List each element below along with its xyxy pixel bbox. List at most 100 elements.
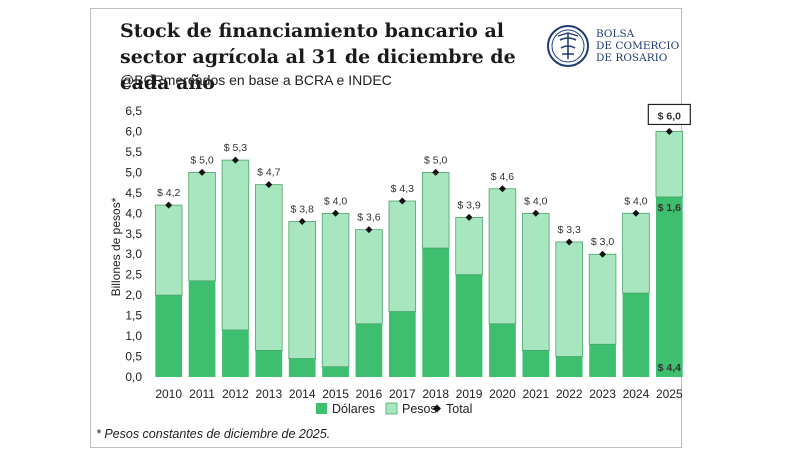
bar-dolares bbox=[455, 274, 483, 377]
total-marker bbox=[231, 156, 239, 164]
total-label: $ 4,0 bbox=[524, 195, 548, 207]
x-tick-label: 2023 bbox=[589, 387, 616, 401]
total-marker bbox=[498, 185, 506, 193]
total-marker bbox=[298, 217, 306, 225]
total-marker bbox=[465, 213, 473, 221]
footnote: * Pesos constantes de diciembre de 2025. bbox=[96, 427, 331, 441]
y-tick-label: 6,0 bbox=[125, 124, 142, 138]
y-tick-label: 1,5 bbox=[125, 309, 142, 323]
x-tick-label: 2015 bbox=[322, 387, 349, 401]
y-tick-label: 3,0 bbox=[125, 247, 142, 261]
total-label: $ 5,0 bbox=[424, 154, 448, 166]
total-marker bbox=[398, 197, 406, 205]
x-tick-label: 2018 bbox=[422, 387, 449, 401]
chart-title: Stock de financiamiento bancario al sect… bbox=[120, 20, 516, 94]
x-tick-label: 2024 bbox=[623, 387, 650, 401]
x-tick-label: 2020 bbox=[489, 387, 516, 401]
total-label: $ 5,0 bbox=[190, 154, 214, 166]
bar-dolares bbox=[655, 196, 683, 377]
y-tick-label: 4,5 bbox=[125, 186, 142, 200]
bar-pesos bbox=[588, 253, 617, 345]
total-marker bbox=[632, 209, 640, 217]
bar-dolares bbox=[388, 311, 416, 377]
y-axis-label: Billones de pesos* bbox=[109, 197, 123, 296]
x-tick-label: 2012 bbox=[222, 387, 249, 401]
bar-dolares bbox=[622, 293, 650, 377]
chart-subtitle: @BCRmercados en base a BCRA e INDEC bbox=[120, 72, 392, 88]
y-tick-label: 0,0 bbox=[125, 370, 142, 384]
x-tick-label: 2022 bbox=[556, 387, 583, 401]
total-marker bbox=[532, 209, 540, 217]
total-marker bbox=[565, 238, 573, 246]
x-tick-label: 2016 bbox=[356, 387, 383, 401]
x-tick-label: 2011 bbox=[189, 387, 215, 401]
bar-dolares bbox=[222, 329, 249, 377]
x-tick-label: 2010 bbox=[155, 387, 182, 401]
bar-pesos bbox=[221, 159, 250, 331]
y-tick-label: 0,5 bbox=[125, 350, 142, 364]
bar-pesos bbox=[288, 221, 316, 359]
bar-dolares bbox=[255, 350, 283, 377]
bar-pesos bbox=[188, 171, 216, 282]
bar-pesos bbox=[455, 216, 483, 276]
bar-pesos bbox=[555, 241, 583, 357]
y-tick-label: 1,0 bbox=[125, 329, 142, 343]
total-label: $ 6,0 bbox=[658, 110, 682, 122]
dolares-2025-label: $ 4,4 bbox=[658, 362, 682, 374]
bar-pesos bbox=[522, 212, 550, 351]
total-marker bbox=[332, 209, 340, 217]
y-tick-label: 4,0 bbox=[125, 206, 142, 220]
bar-pesos bbox=[421, 171, 450, 249]
bar-dolares bbox=[355, 323, 383, 377]
y-tick-label: 5,0 bbox=[125, 165, 142, 179]
y-tick-label: 2,5 bbox=[125, 268, 142, 282]
legend-label-total: Total bbox=[446, 402, 472, 416]
total-label: $ 4,0 bbox=[624, 195, 648, 207]
y-tick-label: 6,5 bbox=[125, 104, 142, 118]
y-tick-label: 5,5 bbox=[125, 145, 142, 159]
legend-label-pesos: Pesos bbox=[402, 402, 437, 416]
bar-pesos bbox=[255, 184, 283, 351]
x-axis: 2010 2011 2012 2013 2014 2015 2016 2017 2018 2019… bbox=[155, 387, 683, 401]
legend-marker-total bbox=[433, 404, 441, 413]
bar-dolares bbox=[155, 295, 183, 377]
bar-dolares bbox=[188, 280, 216, 377]
x-tick-label: 2013 bbox=[255, 387, 282, 401]
bar-dolares bbox=[555, 356, 583, 377]
bar-dolares bbox=[288, 358, 316, 377]
total-marker bbox=[665, 127, 673, 135]
total-label: $ 3,9 bbox=[457, 199, 481, 211]
total-label: $ 4,7 bbox=[257, 167, 281, 179]
total-label: $ 4,2 bbox=[157, 187, 181, 199]
total-label: $ 3,3 bbox=[558, 224, 582, 236]
total-marker bbox=[265, 181, 273, 189]
total-label-box bbox=[647, 103, 691, 126]
y-axis: 0,0 0,5 1,0 1,5 2,0 2,5 3,0 3,5 4,0 4,5 5,0 5,5 6,0 6… bbox=[125, 104, 142, 384]
bar-dolares bbox=[422, 248, 450, 377]
total-label: $ 5,3 bbox=[224, 142, 248, 154]
total-marker bbox=[432, 168, 440, 176]
legend-swatch-pesos bbox=[385, 402, 398, 415]
bar-dolares bbox=[489, 323, 516, 377]
bars: $ 4,2 $ 5,0 $ 5,3 $ 4,7 $ 3,8 $ 4,0 $ 3,6 $ 4,3… bbox=[154, 103, 691, 377]
x-tick-label: 2021 bbox=[522, 387, 549, 401]
bar-pesos bbox=[622, 212, 650, 294]
total-label: $ 3,6 bbox=[357, 212, 381, 224]
x-tick-label: 2025 bbox=[656, 387, 683, 401]
bar-pesos bbox=[488, 188, 517, 325]
bar-dolares bbox=[589, 344, 616, 377]
bcr-seal-icon bbox=[547, 25, 589, 67]
bar-pesos bbox=[655, 131, 684, 198]
pesos-2025-label: $ 1,6 bbox=[658, 202, 682, 214]
bcr-logo: BOLSA DE COMERCIO DE ROSARIO bbox=[546, 24, 680, 68]
x-tick-label: 2014 bbox=[289, 387, 316, 401]
total-label: $ 3,0 bbox=[591, 236, 615, 248]
bar-pesos bbox=[321, 212, 350, 368]
legend-label-dolares: Dólares bbox=[332, 402, 375, 416]
total-label: $ 3,8 bbox=[291, 203, 315, 215]
total-label: $ 4,0 bbox=[324, 195, 348, 207]
total-marker bbox=[198, 168, 206, 176]
y-tick-label: 3,5 bbox=[125, 227, 142, 241]
logo-wordmark: BOLSA DE COMERCIO DE ROSARIO bbox=[596, 28, 680, 64]
